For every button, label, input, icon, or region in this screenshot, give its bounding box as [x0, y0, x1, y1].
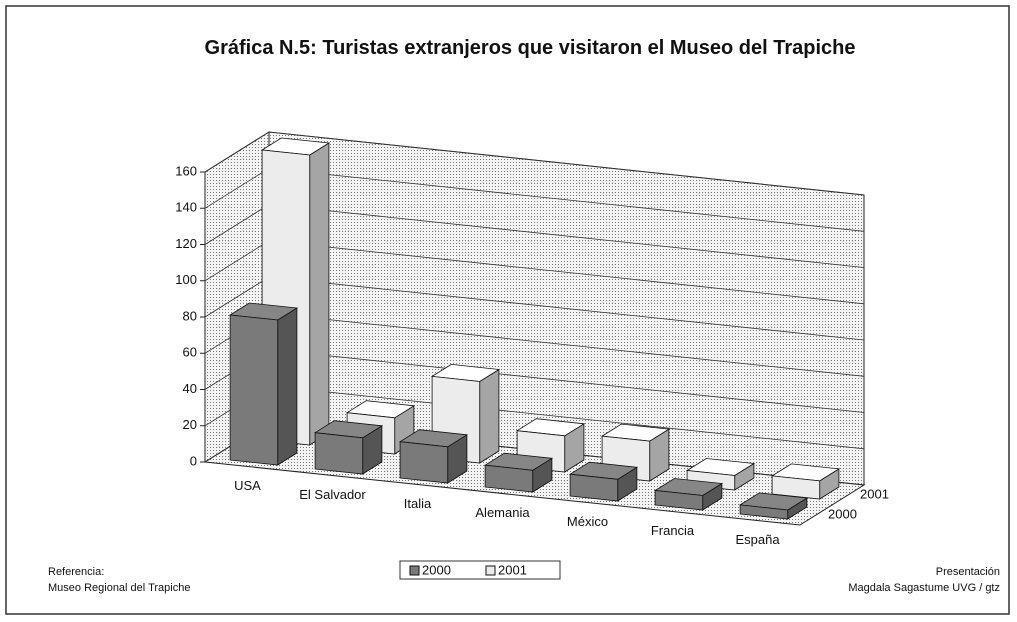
x-tick-label: Francia — [651, 523, 695, 538]
y-tick-label: 100 — [175, 272, 197, 287]
bar — [314, 432, 364, 475]
legend: 2000 2001 — [399, 560, 561, 580]
y-tick-label: 0 — [190, 453, 197, 468]
depth-label: 2001 — [860, 486, 889, 501]
y-tick-label: 120 — [175, 236, 197, 251]
grid-line — [204, 131, 865, 196]
bar — [229, 314, 279, 466]
bar — [739, 504, 789, 520]
x-tick-label: Italia — [404, 496, 432, 511]
x-tick-label: Alemania — [475, 505, 530, 520]
x-tick-label: México — [567, 514, 608, 529]
legend-swatch — [409, 565, 420, 576]
credit: Magdala Sagastume UVG / gtz — [848, 582, 1000, 594]
y-tick-label: 80 — [183, 308, 197, 323]
reference-label: Referencia: — [48, 566, 104, 578]
y-tick-label: 60 — [183, 345, 197, 360]
y-tick-label: 40 — [183, 381, 197, 396]
x-tick-label: USA — [234, 478, 261, 493]
reference: Museo Regional del Trapiche — [48, 582, 190, 594]
x-tick-label: El Salvador — [299, 487, 366, 502]
depth-label: 2000 — [828, 506, 857, 521]
bar — [654, 490, 704, 511]
bar-side — [277, 307, 298, 466]
legend-label: 2001 — [498, 562, 527, 577]
plot-area: 0 20 40 60 80 100 120 140 160 USA El Salvador Itali… — [175, 131, 889, 580]
bar — [484, 464, 534, 493]
bar — [569, 473, 619, 502]
bar-side — [309, 142, 330, 446]
y-tick-label: 140 — [175, 200, 197, 215]
legend-label: 2000 — [422, 562, 451, 577]
chart-title: Gráfica N.5: Turistas extranjeros que vi… — [204, 37, 856, 59]
legend-swatch — [485, 565, 496, 576]
y-tick-label: 160 — [175, 163, 197, 178]
credit-label: Presentación — [936, 566, 1000, 578]
bar-side — [479, 368, 500, 464]
x-tick-label: España — [735, 532, 780, 547]
bar — [399, 441, 449, 484]
frame — [5, 5, 1010, 615]
y-tick-label: 20 — [183, 417, 197, 432]
legend-box — [399, 560, 561, 580]
